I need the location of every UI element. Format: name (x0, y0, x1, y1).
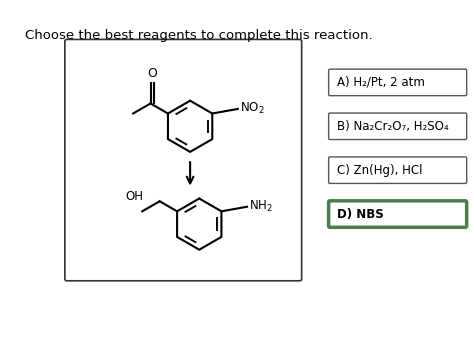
Text: D) NBS: D) NBS (337, 207, 384, 221)
Text: O: O (147, 67, 157, 80)
Text: C) Zn(Hg), HCl: C) Zn(Hg), HCl (337, 164, 423, 177)
Text: NO$_2$: NO$_2$ (240, 101, 264, 117)
FancyBboxPatch shape (328, 69, 467, 96)
Text: A) H₂/Pt, 2 atm: A) H₂/Pt, 2 atm (337, 76, 425, 89)
Text: NH$_2$: NH$_2$ (249, 199, 273, 214)
FancyBboxPatch shape (328, 201, 467, 227)
FancyBboxPatch shape (328, 157, 467, 183)
FancyBboxPatch shape (328, 113, 467, 140)
Text: Choose the best reagents to complete this reaction.: Choose the best reagents to complete thi… (26, 29, 373, 42)
Text: B) Na₂Cr₂O₇, H₂SO₄: B) Na₂Cr₂O₇, H₂SO₄ (337, 120, 449, 133)
FancyBboxPatch shape (65, 40, 301, 281)
Text: OH: OH (125, 190, 143, 203)
